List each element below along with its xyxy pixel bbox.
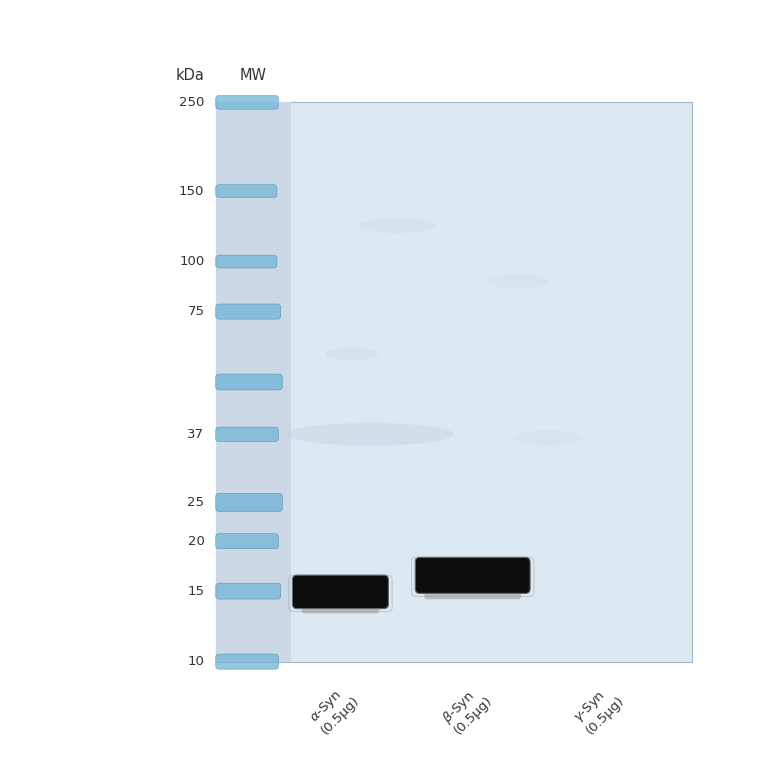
FancyBboxPatch shape [424,582,521,599]
FancyBboxPatch shape [215,654,278,669]
Text: 250: 250 [179,96,205,109]
Ellipse shape [487,274,549,289]
Ellipse shape [325,348,378,361]
Text: 20: 20 [187,535,205,548]
Text: $\alpha$-Syn
(0.5μg): $\alpha$-Syn (0.5μg) [306,681,362,736]
FancyBboxPatch shape [215,102,291,662]
Text: 37: 37 [187,428,205,441]
FancyBboxPatch shape [215,185,277,198]
Text: 25: 25 [187,496,205,509]
Ellipse shape [514,430,582,445]
Ellipse shape [287,423,454,445]
Text: 100: 100 [180,255,205,268]
Text: 75: 75 [187,305,205,318]
FancyBboxPatch shape [215,96,278,109]
FancyBboxPatch shape [215,102,692,662]
Text: $\gamma$-Syn
(0.5μg): $\gamma$-Syn (0.5μg) [571,681,626,736]
FancyBboxPatch shape [302,597,380,613]
Ellipse shape [359,218,435,233]
FancyBboxPatch shape [215,304,280,319]
Text: 150: 150 [179,185,205,198]
Text: kDa: kDa [176,69,205,83]
FancyBboxPatch shape [215,494,282,511]
FancyBboxPatch shape [215,583,280,599]
FancyBboxPatch shape [215,533,278,549]
Text: 10: 10 [187,655,205,668]
FancyBboxPatch shape [215,255,277,268]
Text: $\beta$-Syn
(0.5μg): $\beta$-Syn (0.5μg) [439,681,495,737]
FancyBboxPatch shape [215,427,278,442]
FancyBboxPatch shape [416,558,530,594]
Text: MW: MW [240,69,267,83]
FancyBboxPatch shape [215,374,282,390]
FancyBboxPatch shape [293,575,388,609]
Text: 15: 15 [187,584,205,597]
